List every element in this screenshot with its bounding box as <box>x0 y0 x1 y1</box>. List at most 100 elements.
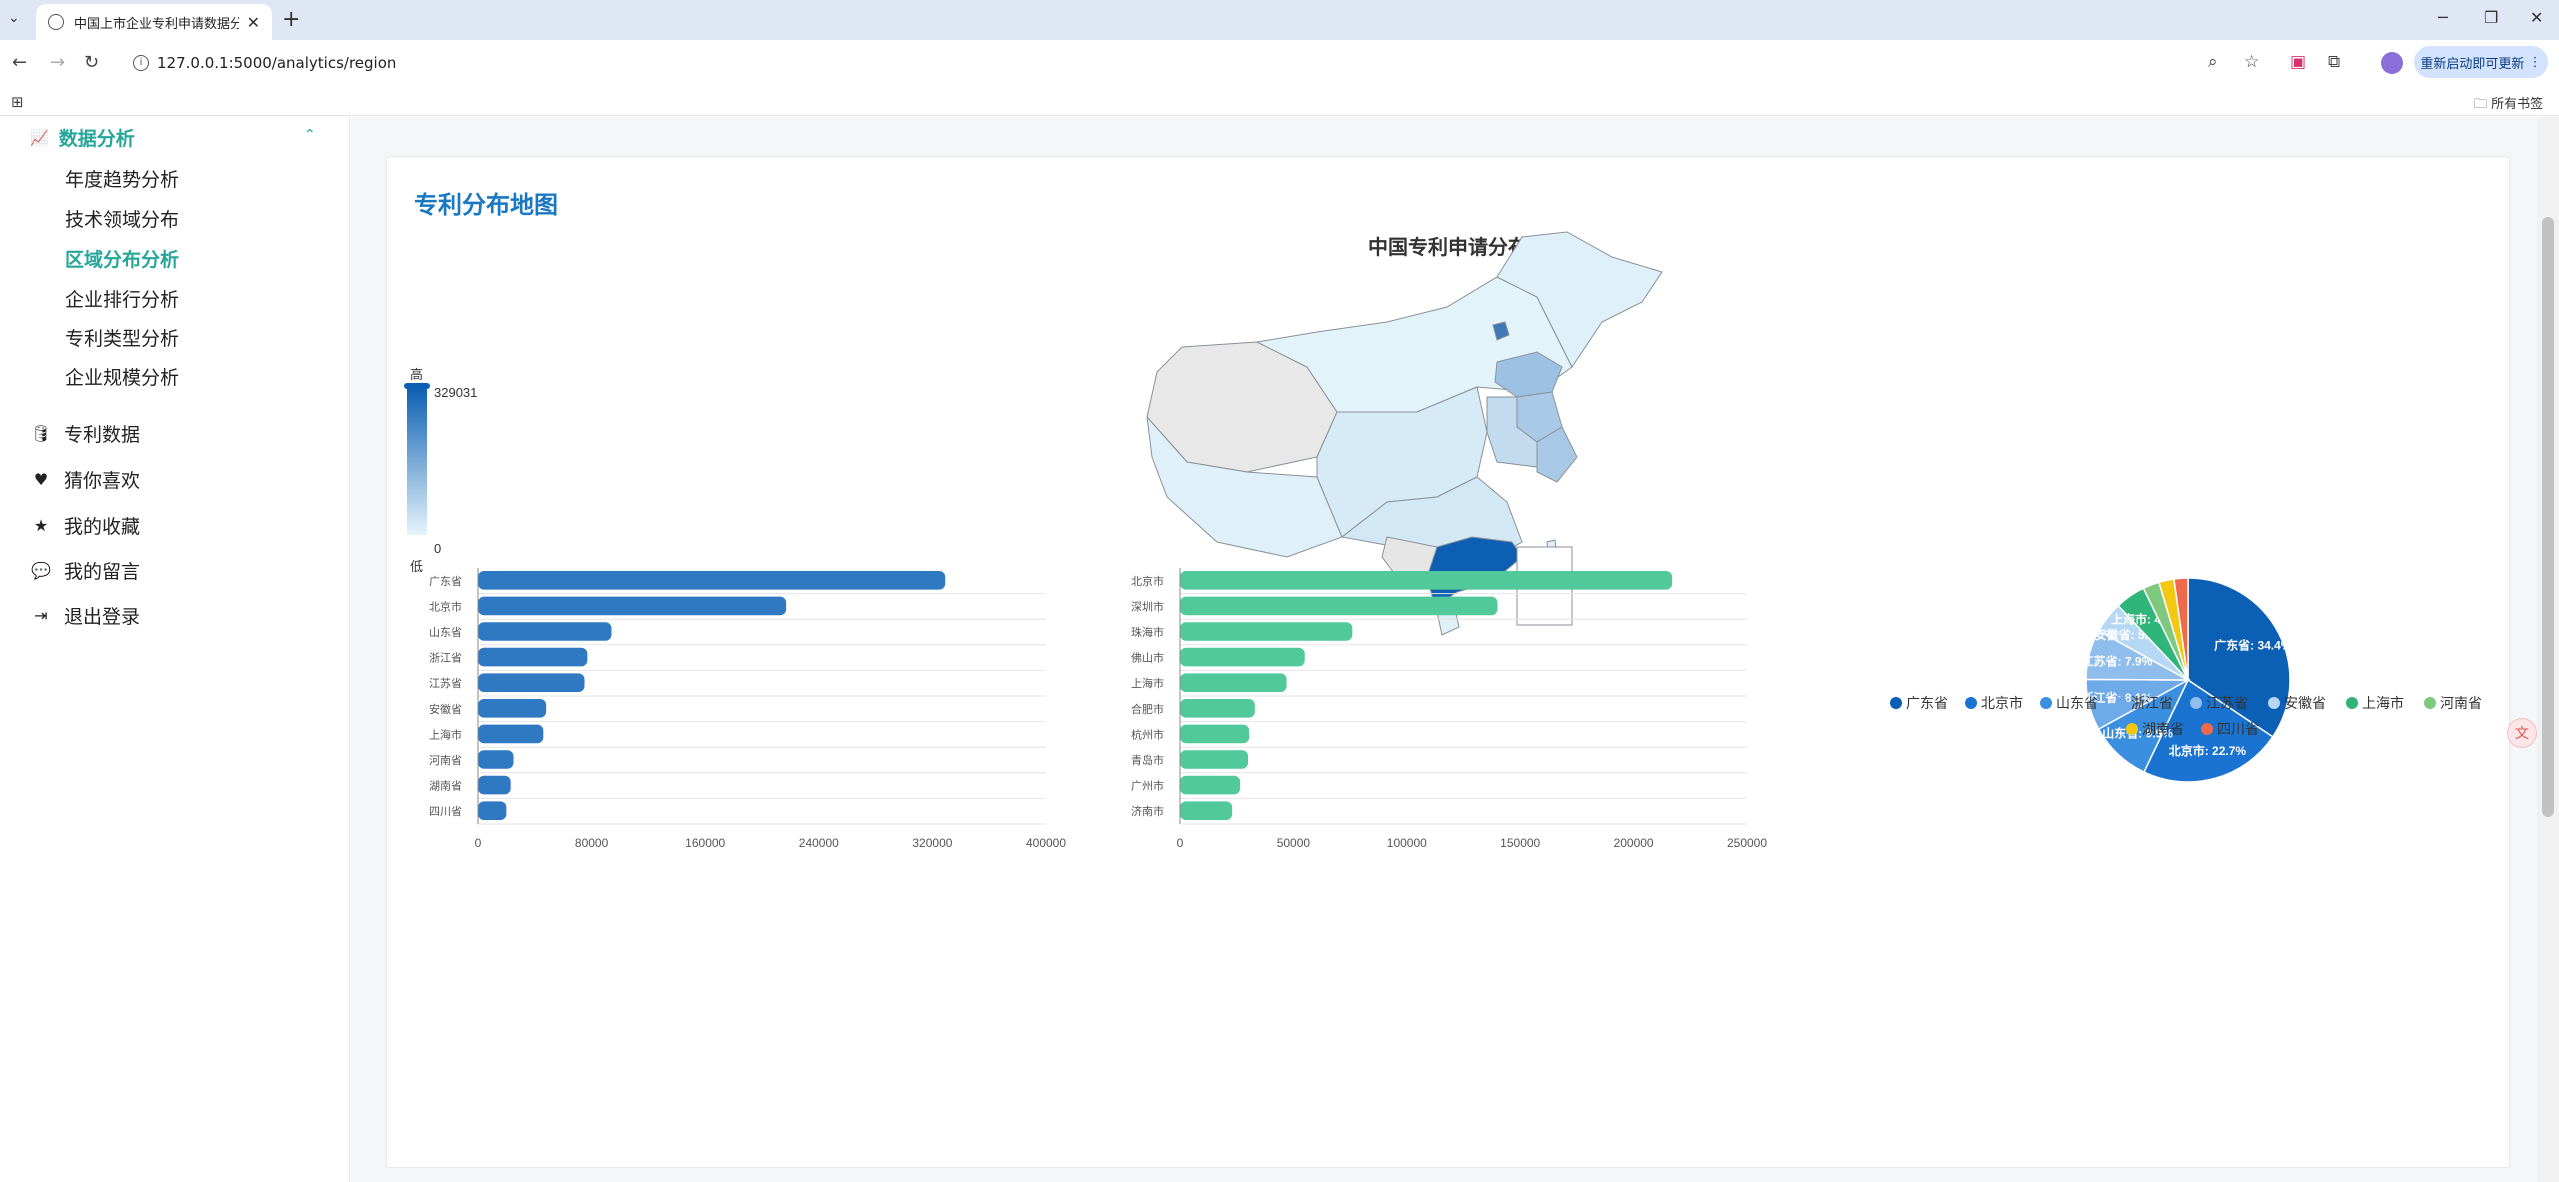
pie-slice[interactable] <box>2187 577 2291 738</box>
map-region-anhui <box>1486 396 1538 468</box>
new-tab-button[interactable]: + <box>282 7 301 32</box>
menu-patent-data[interactable]: 🛢 专利数据 <box>30 424 141 446</box>
back-button[interactable]: ← <box>12 52 28 73</box>
bar[interactable] <box>478 673 585 692</box>
legend-marker[interactable] <box>2201 723 2213 735</box>
card-title: 专利分布地图 <box>414 191 558 219</box>
bar[interactable] <box>478 750 514 769</box>
bar[interactable] <box>1180 724 1250 744</box>
x-tick-label: 400000 <box>1026 836 1066 850</box>
legend-label[interactable]: 山东省 <box>2056 695 2098 711</box>
zoom-icon[interactable]: ⌕ <box>2208 52 2218 72</box>
bar[interactable] <box>1180 775 1241 795</box>
legend-marker[interactable] <box>2268 697 2280 709</box>
profile-avatar[interactable] <box>2381 52 2403 74</box>
sidebar-item-company-scale[interactable]: 企业规模分析 <box>65 367 180 389</box>
x-tick-label: 0 <box>475 836 482 850</box>
sidebar-item-company-rank[interactable]: 企业排行分析 <box>65 289 180 311</box>
apps-grid-icon[interactable]: ⊞ <box>11 93 24 111</box>
bar[interactable] <box>1180 647 1305 667</box>
restore-button[interactable]: ❐ <box>2484 8 2499 27</box>
bar[interactable] <box>1180 596 1498 616</box>
visual-map-legend[interactable]: 高 329031 0 低 <box>404 367 477 574</box>
bar-category-label: 青岛市 <box>1131 753 1164 767</box>
map-region-northeast <box>1496 231 1663 368</box>
x-tick-label: 200000 <box>1614 836 1654 850</box>
bar[interactable] <box>478 699 547 718</box>
bar[interactable] <box>1180 750 1249 769</box>
database-icon: 🛢 <box>30 424 52 443</box>
legend-marker[interactable] <box>1965 697 1977 709</box>
bar[interactable] <box>478 571 946 590</box>
sidebar-item-region[interactable]: 区域分布分析 <box>65 249 180 271</box>
translate-float-icon[interactable]: 文 <box>2507 718 2537 748</box>
extension-icon[interactable]: ▣ <box>2290 52 2307 72</box>
page-scrollbar[interactable] <box>2537 117 2559 1182</box>
minimize-button[interactable]: ─ <box>2438 8 2448 27</box>
reload-button[interactable]: ↻ <box>84 52 100 73</box>
bar[interactable] <box>1180 699 1255 718</box>
legend-marker[interactable] <box>2424 697 2436 709</box>
active-tab[interactable]: 中国上市企业专利申请数据分析 ✕ <box>36 4 272 40</box>
bar[interactable] <box>478 775 511 795</box>
sidebar-section-data-analysis[interactable]: 📈 数据分析 <box>30 128 135 150</box>
legend-marker[interactable] <box>1890 697 1902 709</box>
menu-recommend[interactable]: ♥ 猜你喜欢 <box>30 466 140 493</box>
menu-messages[interactable]: 💬 我的留言 <box>31 561 141 583</box>
browser-toolbar: ← → ↻ i 127.0.0.1:5000/analytics/region … <box>0 40 2559 86</box>
scrollbar-thumb[interactable] <box>2542 217 2554 817</box>
legend-marker[interactable] <box>2126 723 2138 735</box>
legend-label[interactable]: 安徽省 <box>2284 695 2326 711</box>
comments-icon: 💬 <box>31 561 51 580</box>
sidebar-item-tech-field[interactable]: 技术领域分布 <box>65 209 180 231</box>
china-map[interactable] <box>1146 231 1663 636</box>
legend-label[interactable]: 河南省 <box>2440 695 2482 711</box>
menu-favorites[interactable]: ★ 我的收藏 <box>30 512 140 539</box>
legend-marker[interactable] <box>2346 697 2358 709</box>
close-tab-icon[interactable]: ✕ <box>246 12 260 32</box>
bar[interactable] <box>1180 622 1353 641</box>
bookmark-star-icon[interactable]: ☆ <box>2244 52 2260 72</box>
site-info-icon[interactable]: i <box>133 55 149 71</box>
update-button[interactable]: 重新启动即可更新 ⋮ <box>2414 46 2548 78</box>
address-bar[interactable]: i 127.0.0.1:5000/analytics/region <box>125 46 2225 80</box>
legend-label[interactable]: 浙江省 <box>2131 695 2173 711</box>
legend-label[interactable]: 江苏省 <box>2206 695 2248 711</box>
forward-button[interactable]: → <box>50 52 66 73</box>
legend-label[interactable]: 四川省 <box>2217 721 2259 737</box>
bar[interactable] <box>1180 673 1287 692</box>
bar[interactable] <box>478 724 544 744</box>
bar[interactable] <box>1180 571 1673 590</box>
legend-marker[interactable] <box>2190 697 2202 709</box>
legend-label[interactable]: 上海市 <box>2362 695 2404 711</box>
legend-marker[interactable] <box>2115 697 2127 709</box>
legend-label[interactable]: 广东省 <box>1906 695 1948 711</box>
menu-logout[interactable]: ⇥ 退出登录 <box>30 602 140 629</box>
x-tick-label: 160000 <box>685 836 725 850</box>
pie-slice[interactable] <box>2173 577 2189 681</box>
pie-slice-label: 江苏省: 7.9% <box>2082 654 2153 669</box>
legend-max-value: 329031 <box>434 385 477 400</box>
legend-label[interactable]: 北京市 <box>1981 695 2023 711</box>
all-bookmarks-folder[interactable]: 🗀 所有书签 <box>2474 97 2544 112</box>
bar[interactable] <box>1180 801 1233 820</box>
chevron-up-icon[interactable]: ⌃ <box>304 127 316 143</box>
bar[interactable] <box>478 622 612 641</box>
bar-category-label: 合肥市 <box>1131 702 1164 716</box>
bar[interactable] <box>478 801 507 820</box>
extensions-puzzle-icon[interactable]: ⧉ <box>2328 52 2341 72</box>
bar[interactable] <box>478 596 787 616</box>
sidebar-item-patent-type[interactable]: 专利类型分析 <box>65 328 180 350</box>
legend-handle-top[interactable] <box>404 383 430 389</box>
legend-marker[interactable] <box>2040 697 2052 709</box>
url-text[interactable]: 127.0.0.1:5000/analytics/region <box>157 54 397 72</box>
map-card: 专利分布地图 中国专利申请分布 <box>386 156 2510 1168</box>
tab-search-chevron-icon[interactable]: ⌄ <box>8 10 20 26</box>
bar-category-label: 浙江省 <box>429 652 462 665</box>
legend-label[interactable]: 湖南省 <box>2142 721 2184 737</box>
close-window-button[interactable]: ✕ <box>2530 8 2544 27</box>
bar[interactable] <box>478 647 588 667</box>
sidebar-item-annual-trend[interactable]: 年度趋势分析 <box>65 169 180 191</box>
bar-category-label: 湖南省 <box>429 780 462 793</box>
